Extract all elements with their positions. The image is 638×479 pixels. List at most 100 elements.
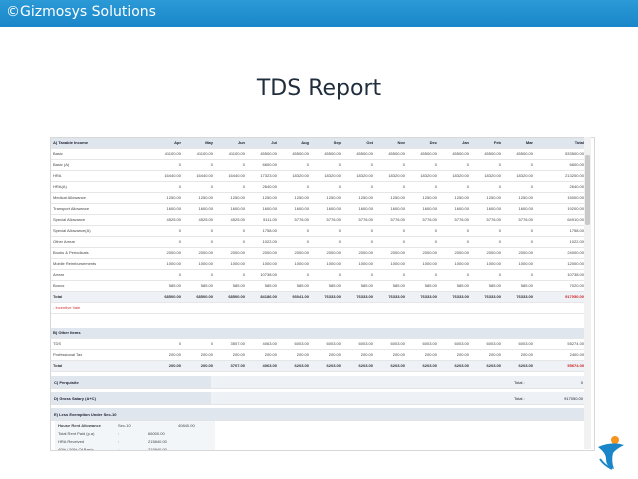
cell: 6003.00 [503,338,535,350]
cell: 0 [311,225,343,237]
cell: 4063.00 [247,360,279,372]
cell: 585.00 [183,280,215,292]
cell: 6003.00 [375,338,407,350]
table-row: HRA(A) 0 0 0 2640.00 0 0 0 0 0 0 0 0 2640.00 [51,181,586,193]
cell: 17323.00 [247,170,279,182]
cell: 45500.00 [407,148,439,160]
cell: 5776.00 [343,214,375,226]
row-label: Special Allowance(A) [51,225,151,237]
other-items-table: B) Other Items TDS 0 0 3507.00 4063.00 6003.00… [51,328,587,372]
cell: 200.00 [311,349,343,361]
row-label: Professional Tax [51,349,151,361]
cell: 0 [279,269,311,281]
cell: 200.00 [215,349,247,361]
cell: 6203.00 [343,360,375,372]
cell: 6003.00 [279,338,311,350]
cell: 2000.00 [375,247,407,259]
cell: 0 [151,181,183,193]
cell: 585.00 [375,280,407,292]
cell: 213200.00 [535,170,586,182]
cell: Total Rent Paid (p.a) [58,430,95,436]
cell: 1000.00 [439,258,471,270]
cell: 0 [471,269,503,281]
cell: Jun [215,138,247,149]
table-row: Transport Allowance 1600.00 1600.00 1600.00… [51,203,586,215]
cell: 45500.00 [439,148,471,160]
cell: 18320.00 [279,170,311,182]
cell: 215840.00 [148,438,167,444]
cell: 533500.00 [535,148,586,160]
table-row: Books & Periodicals 2000.00 2000.00 2000.00… [51,247,586,259]
exemption-row: 40% / 50% Of Basic: 215840.00 [55,445,215,451]
row-label: HRA(A) [51,181,151,193]
cell [175,437,215,445]
cell: 2000.00 [439,247,471,259]
cell: 585.00 [407,280,439,292]
cell: HRA Received [58,438,85,444]
cell: 1250.00 [343,192,375,204]
cell: 1600.00 [503,203,535,215]
exemption-row: House Rent Allowance Sec-10 40840.00 [55,421,215,429]
cell: 1250.00 [215,192,247,204]
cell: 5776.00 [503,214,535,226]
table-row: Mobile Reimbursements 1000.00 1000.00 1000.… [51,258,586,270]
perquisite-total-value: 0 [551,376,586,389]
scrollbar-track[interactable] [584,137,591,449]
cell: 76333.00 [311,291,343,303]
cell: 1250.00 [503,192,535,204]
cell: 1600.00 [311,203,343,215]
cell: 0 [503,236,535,248]
cell: 585.00 [279,280,311,292]
cell: 0 [343,181,375,193]
row-label: Mobile Reimbursements [51,258,151,270]
row-label: Transport Allowance [51,203,151,215]
cell: 0 [151,159,183,171]
cell: Apr [151,138,183,149]
cell: 200.00 [247,349,279,361]
cell: 200.00 [375,349,407,361]
cell: 200.00 [471,349,503,361]
cell: 1000.00 [215,258,247,270]
cell: 2400.00 [535,349,587,361]
cell: 1000.00 [471,258,503,270]
cell: 0 [375,225,407,237]
cell: 4525.00 [151,214,183,226]
cell: May [183,138,215,149]
cell: 1000.00 [503,258,535,270]
cell: 6003.00 [407,338,439,350]
cell: 84186.00 [247,291,279,303]
cell: 1250.00 [247,192,279,204]
cell: 200.00 [503,349,535,361]
cell [175,445,215,450]
cell: 76333.00 [471,291,503,303]
cell: 0 [471,225,503,237]
cell: 5776.00 [471,214,503,226]
cell: Jul [247,138,279,149]
cell: 3507.00 [215,338,247,350]
cell: 4063.00 [247,338,279,350]
cell: 585.00 [215,280,247,292]
cell: Jan [439,138,471,149]
cell: 1000.00 [407,258,439,270]
row-label: Arrear [51,269,151,281]
cell: 4525.00 [183,214,215,226]
cell: House Rent Allowance [58,422,101,428]
cell: 1250.00 [439,192,471,204]
cell: 41100.00 [183,148,215,160]
cell: 0 [503,269,535,281]
cell: 18320.00 [375,170,407,182]
cell: 45500.00 [311,148,343,160]
exemption-row: E) Less Exemption Under Sec-10 [51,408,586,421]
cell: 0 [343,159,375,171]
scrollbar-thumb[interactable] [585,155,590,225]
page-title: TDS Report [256,76,382,101]
cell: 585.00 [439,280,471,292]
gross-salary-total-value: 917050.00 [551,392,586,405]
cell: 2000.00 [215,247,247,259]
row-label: Basic [51,148,151,160]
cell: 1600.00 [279,203,311,215]
title-bar: ©Gizmosys Solutions [0,0,638,27]
cell: 0 [375,159,407,171]
cell: 18320.00 [343,170,375,182]
cell: 1600.00 [407,203,439,215]
